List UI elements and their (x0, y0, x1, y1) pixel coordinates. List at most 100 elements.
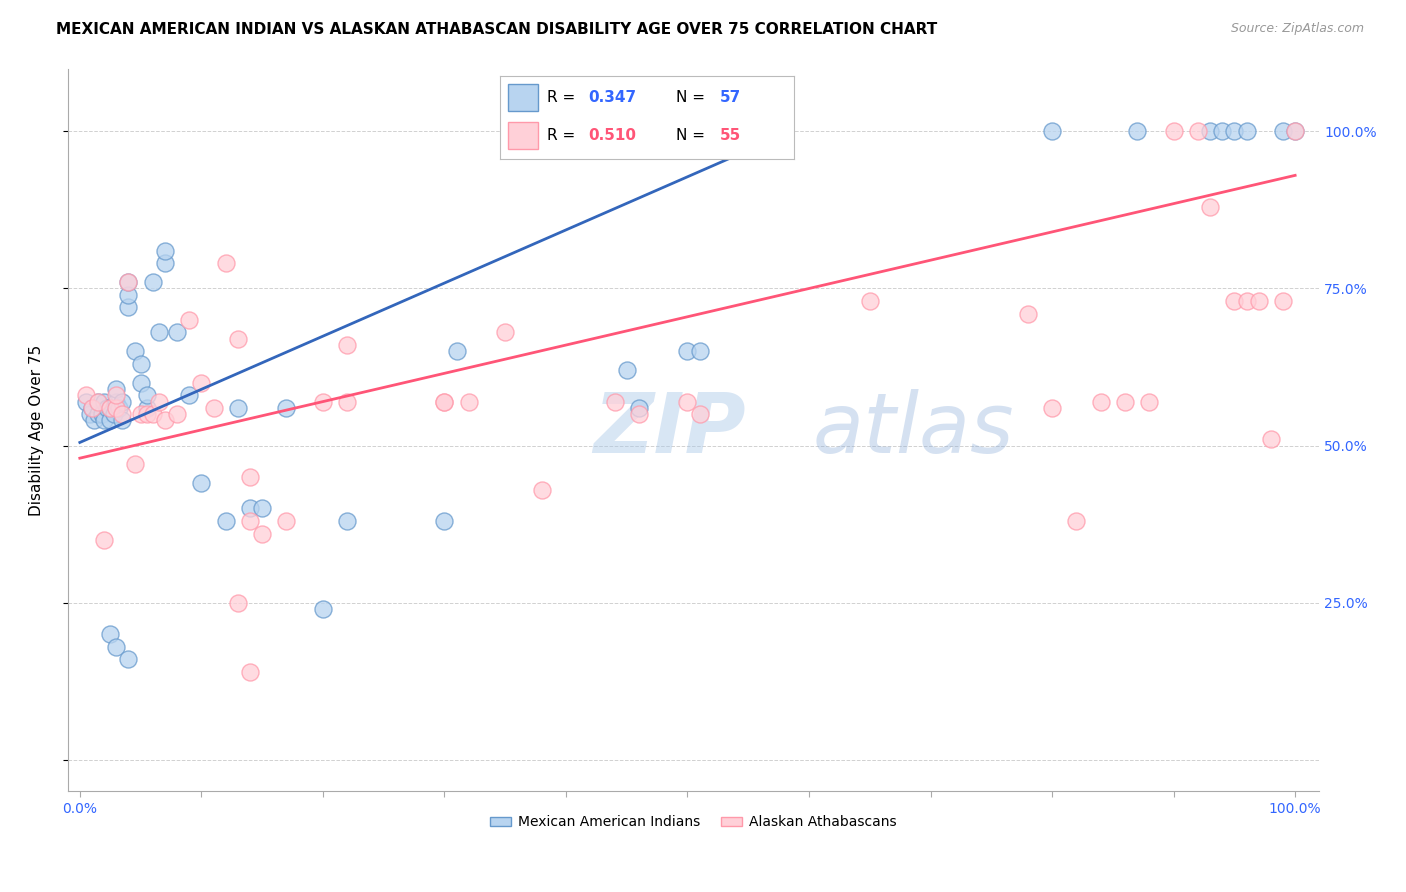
Point (117, 301, 139, 315)
Point (80, 401, 103, 415)
Point (93, 394, 115, 409)
Point (1247, 294, 1270, 309)
Point (433, 394, 456, 409)
Point (433, 394, 456, 409)
Point (530, 483, 553, 497)
Point (689, 407, 711, 421)
Point (616, 363, 638, 377)
Text: MEXICAN AMERICAN INDIAN VS ALASKAN ATHABASCAN DISABILITY AGE OVER 75 CORRELATION: MEXICAN AMERICAN INDIAN VS ALASKAN ATHAB… (56, 22, 938, 37)
Point (148, 326, 170, 340)
Point (1284, 124, 1306, 138)
Point (124, 344, 146, 359)
Point (98, 401, 121, 415)
Point (336, 394, 359, 409)
Point (676, 344, 699, 359)
Point (105, 382, 128, 396)
Point (627, 401, 650, 415)
Point (336, 338, 359, 352)
Point (117, 652, 139, 666)
Point (98, 413, 121, 427)
Point (1126, 124, 1149, 138)
Point (124, 458, 146, 472)
Point (312, 602, 335, 616)
Point (1040, 124, 1063, 138)
Point (93, 533, 115, 547)
Point (446, 344, 468, 359)
Point (1223, 124, 1246, 138)
Point (98, 401, 121, 415)
Point (105, 388, 128, 402)
Point (153, 256, 176, 270)
Point (96, 401, 118, 415)
Point (276, 514, 298, 528)
Point (494, 326, 516, 340)
Point (239, 501, 262, 516)
Point (103, 407, 125, 421)
Point (129, 376, 152, 390)
Point (1017, 307, 1039, 321)
Point (676, 394, 699, 409)
Point (336, 514, 359, 528)
Point (1272, 294, 1295, 309)
Point (603, 394, 626, 409)
Point (1211, 124, 1233, 138)
Point (179, 388, 201, 402)
Point (1236, 124, 1258, 138)
Point (190, 376, 212, 390)
Point (1223, 294, 1246, 309)
Point (276, 401, 298, 415)
Point (135, 388, 157, 402)
Point (117, 275, 139, 289)
Point (153, 244, 176, 258)
Point (1284, 124, 1306, 138)
Point (250, 526, 273, 541)
Point (312, 394, 335, 409)
Point (215, 514, 238, 528)
Point (90, 407, 112, 421)
Point (190, 476, 212, 491)
Point (153, 413, 176, 427)
Point (215, 256, 238, 270)
Point (239, 514, 262, 528)
Point (1236, 294, 1258, 309)
Point (1187, 124, 1209, 138)
Point (1163, 124, 1185, 138)
Point (87, 407, 110, 421)
Point (166, 326, 188, 340)
Point (79, 407, 101, 421)
Point (142, 275, 165, 289)
Point (80, 401, 103, 415)
Point (111, 394, 134, 409)
Point (129, 357, 152, 371)
Point (87, 394, 110, 409)
Point (83, 413, 105, 427)
Point (98, 627, 121, 641)
Point (202, 401, 225, 415)
Point (117, 275, 139, 289)
Point (239, 665, 262, 679)
Point (1114, 394, 1136, 409)
Y-axis label: Disability Age Over 75: Disability Age Over 75 (30, 344, 44, 516)
Point (105, 394, 128, 409)
Point (93, 413, 115, 427)
Point (105, 401, 128, 415)
Point (148, 394, 170, 409)
Point (226, 401, 249, 415)
Point (239, 470, 262, 484)
Point (1090, 394, 1112, 409)
Point (250, 501, 273, 516)
Point (433, 514, 456, 528)
Legend: Mexican American Indians, Alaskan Athabascans: Mexican American Indians, Alaskan Athaba… (485, 810, 903, 835)
Text: ZIP: ZIP (593, 390, 747, 470)
Point (111, 407, 134, 421)
Point (1137, 394, 1160, 409)
Point (135, 401, 157, 415)
Point (129, 407, 152, 421)
Point (1066, 514, 1088, 528)
Text: atlas: atlas (813, 390, 1014, 470)
Point (226, 332, 249, 346)
Point (1199, 124, 1222, 138)
Point (179, 313, 201, 327)
Point (1272, 124, 1295, 138)
Point (105, 640, 128, 654)
